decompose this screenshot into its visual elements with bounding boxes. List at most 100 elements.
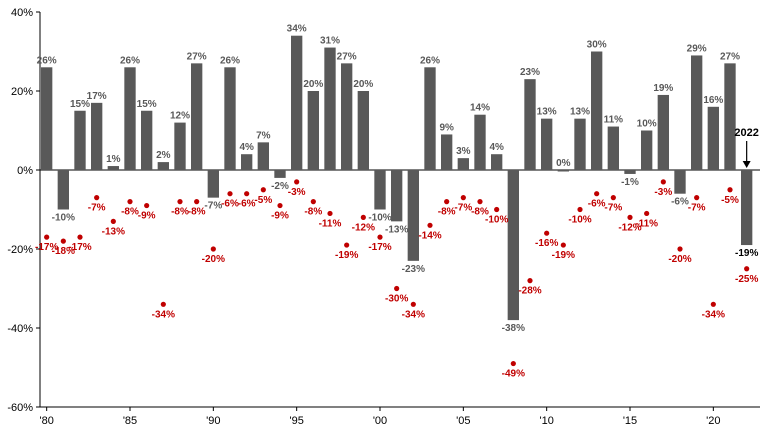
- x-tick-label: '00: [373, 415, 387, 427]
- drawdown-label: -8%: [171, 207, 189, 218]
- bar-label: -19%: [735, 248, 758, 259]
- bar: [241, 154, 253, 170]
- bar-label: 17%: [87, 91, 107, 102]
- bar: [491, 154, 503, 170]
- bar: [74, 110, 86, 170]
- bar: [41, 67, 53, 170]
- drawdown-point: [210, 246, 216, 252]
- bar-label: 9%: [439, 122, 454, 133]
- drawdown-point: [644, 210, 650, 217]
- drawdown-label: -25%: [735, 274, 758, 285]
- drawdown-label: -49%: [502, 369, 525, 380]
- drawdown-point: [227, 191, 233, 197]
- drawdown-point: [44, 234, 50, 240]
- x-tick-label: '90: [206, 415, 220, 427]
- drawdown-label: -34%: [702, 309, 725, 320]
- drawdown-point: [260, 187, 266, 193]
- drawdown-label: -8%: [121, 207, 139, 218]
- bar: [524, 79, 536, 170]
- bar: [674, 170, 686, 194]
- drawdown-label: -17%: [35, 242, 58, 253]
- bar-label: 26%: [37, 55, 57, 66]
- drawdown-point: [427, 222, 433, 228]
- bar: [591, 51, 603, 170]
- drawdown-point: [294, 179, 300, 185]
- drawdown-point: [360, 214, 366, 220]
- drawdown-label: -18%: [52, 246, 75, 257]
- bar: [707, 106, 719, 170]
- bar-label: 27%: [187, 51, 207, 62]
- drawdown-label: -30%: [385, 294, 408, 305]
- drawdown-point: [594, 191, 600, 197]
- bar: [157, 162, 169, 170]
- drawdown-point: [610, 195, 616, 201]
- bar: [691, 55, 703, 171]
- bar-label: 19%: [653, 83, 673, 94]
- bar: [207, 170, 219, 198]
- bar-label: -6%: [671, 197, 689, 208]
- y-tick-label: -20%: [7, 244, 33, 256]
- drawdown-point: [394, 285, 400, 292]
- bar: [174, 122, 186, 170]
- y-tick-label: 0%: [17, 165, 33, 177]
- bar: [474, 114, 486, 170]
- y-tick-label: 20%: [11, 86, 33, 98]
- bar-label: 13%: [570, 107, 590, 118]
- drawdown-point: [577, 206, 583, 213]
- drawdown-label: -6%: [588, 199, 606, 210]
- x-tick-label: '10: [539, 415, 553, 427]
- bar: [257, 142, 269, 170]
- drawdown-point: [660, 179, 666, 185]
- bar-label: -10%: [368, 213, 391, 224]
- x-tick-label: '85: [123, 415, 137, 427]
- bar-label: -13%: [385, 224, 408, 235]
- drawdown-point: [77, 234, 83, 240]
- bar: [124, 67, 136, 170]
- bar: [657, 94, 669, 170]
- bar-label: 7%: [256, 130, 271, 141]
- drawdown-label: -19%: [335, 250, 358, 261]
- drawdown-point: [160, 301, 166, 307]
- bar: [341, 63, 353, 170]
- drawdown-label: -8%: [304, 207, 322, 218]
- bar: [274, 170, 286, 178]
- drawdown-point: [144, 202, 150, 209]
- drawdown-point: [410, 301, 416, 307]
- drawdown-point: [94, 195, 100, 201]
- drawdown-point: [627, 214, 633, 220]
- y-tick-label: -40%: [7, 323, 33, 335]
- annotation-label: 2022: [734, 127, 758, 139]
- x-tick-label: '80: [39, 415, 53, 427]
- bar-label: 12%: [170, 111, 190, 122]
- drawdown-point: [544, 230, 550, 236]
- bar-label: 30%: [587, 40, 607, 51]
- bar: [374, 170, 386, 210]
- drawdown-point: [510, 360, 516, 367]
- drawdown-label: -3%: [654, 187, 672, 198]
- drawdown-label: -9%: [138, 211, 156, 222]
- bar-label: 15%: [137, 99, 157, 110]
- bar: [507, 170, 519, 321]
- bar: [357, 91, 369, 170]
- bar-label: 16%: [703, 95, 723, 106]
- bar-label: 4%: [489, 142, 504, 153]
- bar-label: 31%: [320, 36, 340, 47]
- drawdown-point: [277, 202, 283, 209]
- x-tick-label: '20: [706, 415, 720, 427]
- drawdown-point: [727, 187, 733, 193]
- bar-label: 13%: [537, 107, 557, 118]
- drawdown-point: [527, 278, 533, 284]
- x-tick-label: '05: [456, 415, 470, 427]
- drawdown-label: -5%: [721, 195, 739, 206]
- drawdown-point: [110, 218, 116, 224]
- drawdown-label: -16%: [535, 238, 558, 249]
- y-axis: 40% 20% 0% -20% -40% -60%: [7, 7, 41, 414]
- drawdown-series: [44, 179, 750, 367]
- bar: [574, 118, 586, 170]
- y-tick-label: 40%: [11, 7, 33, 19]
- drawdown-label: -7%: [604, 203, 622, 214]
- drawdown-label: -13%: [102, 226, 125, 237]
- drawdown-label: -7%: [88, 203, 106, 214]
- annotation-arrow-head: [742, 161, 751, 168]
